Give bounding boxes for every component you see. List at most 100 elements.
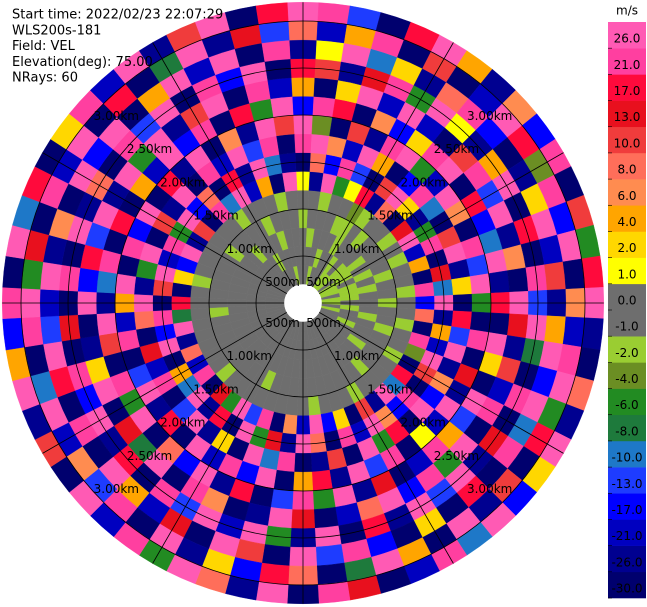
colorbar-label: 1.0 <box>617 267 636 281</box>
velocity-cell <box>255 2 289 25</box>
ring-label: 2.50km <box>127 142 172 156</box>
colorbar-band <box>608 440 646 468</box>
colorbar-band <box>608 22 646 49</box>
center-blank <box>284 284 322 322</box>
velocity-cell <box>581 255 604 289</box>
velocity-cell <box>115 311 137 333</box>
ring-label: 2.50km <box>434 449 479 463</box>
colorbar: -30.0 -26.0 -21.0 -17.0 -13.0 -10.0 -8.0 -6.0 -4… <box>608 4 646 599</box>
colorbar-band <box>608 388 646 416</box>
velocity-cell <box>39 315 62 345</box>
colorbar-band <box>608 126 646 154</box>
velocity-cell <box>507 267 529 293</box>
info-line: NRays: 60 <box>12 71 78 86</box>
range-ring <box>67 67 539 539</box>
ring-label: 3.00km <box>94 109 139 123</box>
ring-label: 2.50km <box>434 142 479 156</box>
colorbar-band <box>608 48 646 75</box>
velocity-cell <box>316 21 348 44</box>
colorbar-band <box>608 519 646 546</box>
colorbar-label: -30.0 <box>611 582 642 596</box>
colorbar-label: -8.0 <box>615 424 638 438</box>
info-line: Elevation(deg): 75.00 <box>12 55 153 70</box>
velocity-cell <box>267 77 293 99</box>
colorbar-band <box>608 414 646 442</box>
colorbar-band <box>608 152 646 180</box>
colorbar-label: 8.0 <box>617 163 636 177</box>
ring-label: 2.00km <box>160 175 205 189</box>
velocity-cell <box>21 258 44 290</box>
ring-label: 2.00km <box>160 416 205 430</box>
velocity-cell <box>270 488 294 510</box>
ring-label: 500m <box>265 275 300 289</box>
ring-label: 2.00km <box>401 175 446 189</box>
ring-label: 1.00km <box>334 242 379 256</box>
info-line: Field: VEL <box>12 39 76 54</box>
colorbar-band <box>608 310 646 337</box>
colorbar-band <box>608 545 646 573</box>
colorbar-band <box>608 336 646 363</box>
info-line: Start time: 2022/02/23 22:07:29 <box>12 8 223 23</box>
ring-label: 1.00km <box>227 349 272 363</box>
colorbar-label: -21.0 <box>611 529 642 543</box>
velocity-cell <box>317 581 351 604</box>
ring-label: 3.00km <box>467 109 512 123</box>
ring-label: 1.50km <box>367 382 412 396</box>
info-block: Start time: 2022/02/23 22:07:29WLS200s-1… <box>12 8 223 86</box>
colorbar-label: 26.0 <box>614 32 641 46</box>
velocity-cell <box>544 315 567 345</box>
velocity-cell <box>77 267 99 293</box>
range-ring <box>114 114 492 492</box>
velocity-cell <box>267 507 293 529</box>
colorbar-band <box>608 74 646 101</box>
colorbar-band <box>608 493 646 520</box>
velocity-cell <box>273 115 295 137</box>
velocity-cell <box>488 270 510 294</box>
colorbar-title: m/s <box>616 4 638 18</box>
colorbar-band <box>608 467 646 494</box>
velocity-cell <box>261 544 291 567</box>
velocity-cell <box>310 133 330 155</box>
colorbar-band <box>608 362 646 389</box>
velocity-cell <box>451 276 473 296</box>
ring-label: 500m <box>306 275 341 289</box>
velocity-cell <box>270 96 294 118</box>
velocity-cell <box>488 312 510 336</box>
colorbar-label: 0.0 <box>617 294 636 308</box>
colorbar-label: -10.0 <box>611 451 642 465</box>
colorbar-band <box>608 283 646 311</box>
colorbar-label: -17.0 <box>611 503 642 517</box>
velocity-cell <box>316 562 348 585</box>
velocity-cell <box>255 581 289 604</box>
velocity-cell <box>39 261 62 291</box>
velocity-cell <box>21 316 44 348</box>
velocity-cell <box>313 77 339 99</box>
velocity-cell <box>96 270 118 294</box>
velocity-cell <box>2 255 25 289</box>
velocity-cell <box>312 96 336 118</box>
velocity-cell <box>469 311 491 333</box>
range-ring <box>20 20 586 586</box>
velocity-cell <box>451 310 473 330</box>
colorbar-band <box>608 257 646 285</box>
range-ring <box>161 161 445 445</box>
colorbar-label: 6.0 <box>617 189 636 203</box>
colorbar-label: -4.0 <box>615 372 638 386</box>
velocity-cell <box>273 469 295 491</box>
ring-label: 500m <box>306 316 341 330</box>
velocity-cell <box>312 488 336 510</box>
velocity-cell <box>562 316 585 348</box>
velocity-cell <box>261 39 291 62</box>
velocity-cell <box>317 2 351 25</box>
colorbar-label: -2.0 <box>615 346 638 360</box>
velocity-cell <box>133 276 155 296</box>
velocity-cell <box>581 317 604 351</box>
colorbar-label: 4.0 <box>617 215 636 229</box>
velocity-cell <box>469 273 491 295</box>
ring-label: 3.00km <box>94 482 139 496</box>
velocity-cell <box>315 39 345 62</box>
colorbar-label: -26.0 <box>611 555 642 569</box>
velocity-cell <box>2 317 25 351</box>
ring-label: 1.50km <box>193 209 238 223</box>
velocity-cell <box>310 451 330 473</box>
